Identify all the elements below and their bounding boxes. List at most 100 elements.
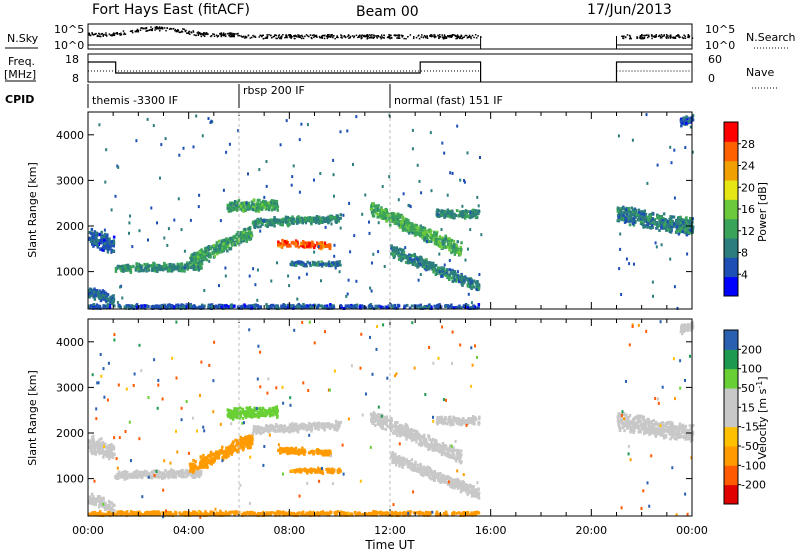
range-gate-cell — [129, 270, 133, 274]
noise-sample — [456, 37, 459, 40]
noise-sample — [445, 37, 448, 39]
noise-sample — [219, 32, 221, 35]
noise-sample — [660, 34, 663, 36]
range-gate-cell — [451, 210, 454, 213]
range-gate-cell — [327, 306, 331, 310]
range-gate-cell — [331, 261, 334, 265]
noise-left-label: N.Sky — [7, 32, 39, 45]
range-gate-cell — [235, 206, 239, 210]
range-gate-cell — [258, 198, 261, 202]
noise-sample — [129, 30, 132, 32]
scatter-echo — [364, 193, 367, 197]
range-gate-cell — [246, 205, 250, 209]
range-gate-cell — [384, 216, 387, 220]
range-gate-cell — [682, 222, 685, 226]
range-gate-cell — [436, 272, 439, 275]
range-gate-cell — [311, 240, 314, 244]
noise-sample — [447, 35, 449, 37]
noise-sample — [252, 34, 254, 37]
range-gate-cell — [678, 225, 681, 229]
range-gate-cell — [88, 439, 91, 443]
range-gate-cell — [651, 217, 654, 221]
range-gate-cell — [158, 263, 161, 267]
noise-sample — [452, 34, 454, 36]
range-gate-cell — [108, 304, 111, 307]
range-gate-cell — [116, 472, 119, 476]
range-gate-cell — [450, 271, 453, 275]
noise-sample — [120, 33, 123, 36]
noise-sample — [669, 35, 671, 38]
noise-sample — [370, 34, 372, 36]
range-gate-cell — [616, 209, 620, 213]
range-gate-cell — [419, 226, 422, 230]
range-gate-cell — [102, 455, 105, 459]
range-gate-cell — [686, 219, 689, 223]
range-gate-cell — [261, 205, 264, 209]
range-gate-cell — [321, 242, 325, 246]
range-gate-cell — [109, 245, 112, 249]
range-gate-cell — [371, 214, 375, 218]
range-gate-cell — [683, 226, 686, 229]
range-gate-cell — [407, 219, 410, 223]
range-gate-cell — [160, 474, 164, 478]
noise-sample — [383, 37, 385, 39]
scatter-echo — [449, 171, 452, 175]
scatter-echo — [259, 229, 262, 233]
noise-sample — [425, 36, 427, 39]
noise-sample — [420, 36, 422, 38]
range-gate-cell — [431, 262, 435, 266]
range-gate-cell — [112, 504, 116, 507]
range-gate-cell — [661, 221, 664, 224]
range-gate-cell — [407, 223, 411, 227]
range-gate-cell — [268, 205, 271, 209]
noise-sample — [365, 35, 367, 37]
range-gate-cell — [273, 221, 276, 225]
scatter-echo — [146, 117, 149, 121]
noise-sample — [270, 34, 272, 37]
scatter-echo — [338, 270, 341, 274]
scatter-echo — [117, 165, 120, 169]
noise-sample — [461, 37, 463, 40]
range-gate-cell — [107, 454, 110, 458]
range-gate-cell — [95, 239, 98, 243]
noise-sample — [459, 35, 462, 38]
range-gate-cell — [294, 263, 298, 267]
range-gate-cell — [460, 275, 464, 279]
range-gate-cell — [158, 475, 162, 479]
range-gate-cell — [90, 501, 93, 505]
noise-sample — [684, 37, 687, 39]
range-gate-cell — [427, 240, 431, 244]
range-gate-cell — [423, 232, 426, 236]
range-gate-cell — [102, 442, 105, 446]
range-gate-cell — [189, 266, 192, 270]
range-gate-cell — [425, 230, 429, 234]
range-gate-cell — [628, 219, 632, 223]
range-gate-cell — [640, 215, 643, 219]
noise-sample — [658, 35, 660, 37]
range-gate-cell — [103, 242, 107, 246]
range-gate-cell — [248, 237, 252, 241]
scatter-echo — [372, 252, 375, 256]
scatter-echo — [426, 239, 428, 243]
range-gate-cell — [344, 304, 348, 308]
range-gate-cell — [97, 305, 100, 309]
range-gate-cell — [112, 235, 116, 239]
noise-sample — [623, 35, 625, 37]
range-gate-cell — [170, 471, 173, 475]
range-gate-cell — [299, 304, 303, 308]
noise-sample — [423, 34, 426, 37]
noise-sample — [221, 34, 223, 36]
range-gate-cell — [259, 225, 262, 229]
range-gate-cell — [183, 263, 187, 267]
noise-right-tick-high: 10^5 — [705, 23, 735, 36]
range-gate-cell — [89, 306, 92, 310]
scatter-echo — [691, 150, 694, 154]
range-gate-cell — [229, 237, 233, 241]
range-gate-cell — [400, 248, 403, 252]
range-gate-cell — [385, 213, 388, 217]
noise-sample — [240, 35, 242, 37]
range-gate-cell — [290, 260, 294, 264]
range-gate-cell — [435, 232, 438, 236]
range-gate-cell — [250, 200, 254, 204]
noise-sample — [197, 31, 200, 33]
